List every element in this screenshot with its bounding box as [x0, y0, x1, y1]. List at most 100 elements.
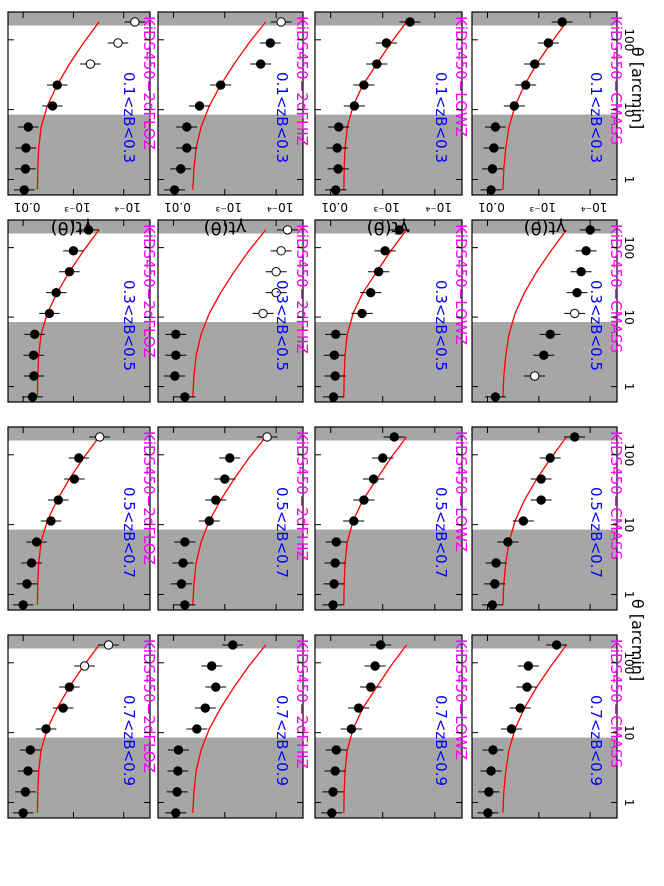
data-point — [486, 185, 496, 195]
data-point — [171, 350, 181, 360]
data-point — [265, 38, 276, 48]
data-point-open — [569, 308, 580, 319]
x-tick-label: 100 — [622, 236, 636, 259]
bin-label: 0.7<zB<0.9 — [273, 695, 291, 786]
data-point — [25, 745, 36, 755]
data-point — [557, 17, 567, 27]
data-point — [489, 143, 499, 153]
mask-region — [8, 427, 150, 441]
mask-region — [158, 220, 303, 234]
data-point — [171, 808, 181, 818]
data-point — [331, 745, 341, 755]
panel-frame — [314, 11, 463, 196]
data-point-open — [271, 287, 281, 298]
data-point — [173, 745, 184, 755]
data-point-open — [103, 640, 114, 650]
data-point — [332, 143, 342, 153]
data-point — [330, 558, 340, 568]
mask-region — [315, 220, 462, 234]
data-point — [331, 185, 341, 195]
data-point — [330, 766, 340, 776]
data-point — [545, 453, 555, 463]
data-point — [204, 516, 215, 526]
mask-region — [8, 12, 150, 26]
data-point — [176, 164, 186, 174]
data-point — [349, 101, 360, 111]
y-tick-label: 10⁻⁴ — [425, 200, 452, 214]
data-point — [394, 225, 405, 235]
panel-frame — [7, 11, 151, 196]
y-tick-label: 0.01 — [478, 200, 505, 214]
data-point — [29, 329, 40, 340]
data-point — [22, 579, 32, 589]
y-tick-label: 10⁻³ — [215, 200, 242, 214]
y-tick-label: 10⁻³ — [64, 200, 91, 214]
sample-label: KiDS450−2dFHIZ — [293, 224, 311, 354]
data-point — [380, 246, 390, 256]
panel-frame — [157, 219, 304, 403]
data-point — [182, 122, 192, 132]
bin-label: 0.7<zB<0.9 — [432, 695, 450, 786]
mask-region — [8, 220, 150, 234]
mask-region — [158, 12, 303, 26]
panel-frame — [471, 634, 618, 819]
data-point — [329, 579, 339, 589]
data-point — [29, 371, 39, 381]
data-point — [491, 558, 501, 568]
data-point — [359, 495, 369, 505]
data-point-open — [258, 308, 268, 319]
y-tick-label: 10⁻³ — [529, 200, 556, 214]
x-tick-label: 100 — [622, 651, 636, 674]
data-point — [490, 579, 500, 589]
data-point — [331, 537, 341, 547]
data-point — [518, 516, 529, 526]
bin-label: 0.5<zB<0.7 — [587, 487, 605, 578]
data-point — [47, 101, 58, 111]
data-point — [405, 17, 415, 27]
data-point — [333, 164, 343, 174]
data-point — [536, 474, 546, 484]
data-point-open — [95, 432, 105, 442]
data-point — [366, 287, 376, 298]
data-point — [19, 185, 29, 195]
panel-frame — [7, 426, 151, 611]
bin-label: 0.3<zB<0.5 — [120, 280, 138, 371]
data-point — [220, 474, 230, 484]
x-tick-label: 10 — [622, 102, 636, 117]
data-point — [20, 164, 31, 174]
data-point — [536, 495, 546, 505]
data-point-open — [79, 661, 90, 671]
bin-label: 0.1<zB<0.3 — [120, 72, 138, 163]
data-point — [52, 80, 62, 90]
data-point — [585, 225, 595, 235]
data-point — [23, 766, 33, 776]
data-point-open — [276, 246, 286, 256]
data-point — [182, 143, 192, 153]
panel-frame — [157, 11, 304, 196]
sample-label: KiDS450−2dFHIZ — [293, 431, 311, 561]
data-point — [180, 537, 190, 547]
data-point — [171, 329, 181, 340]
data-point — [368, 474, 379, 484]
sample-label: KiDS450−2dFHIZ — [293, 639, 311, 769]
data-point — [486, 766, 496, 776]
mask-region — [158, 427, 303, 441]
data-point — [170, 371, 180, 381]
data-point — [26, 558, 37, 568]
sample-label: KiDS450−LOWZ — [452, 16, 470, 137]
x-tick-label: 100 — [622, 28, 636, 51]
bin-label: 0.1<zB<0.3 — [587, 72, 605, 163]
data-point — [53, 495, 63, 505]
bin-label: 0.3<zB<0.5 — [273, 280, 291, 371]
data-point — [83, 225, 94, 235]
